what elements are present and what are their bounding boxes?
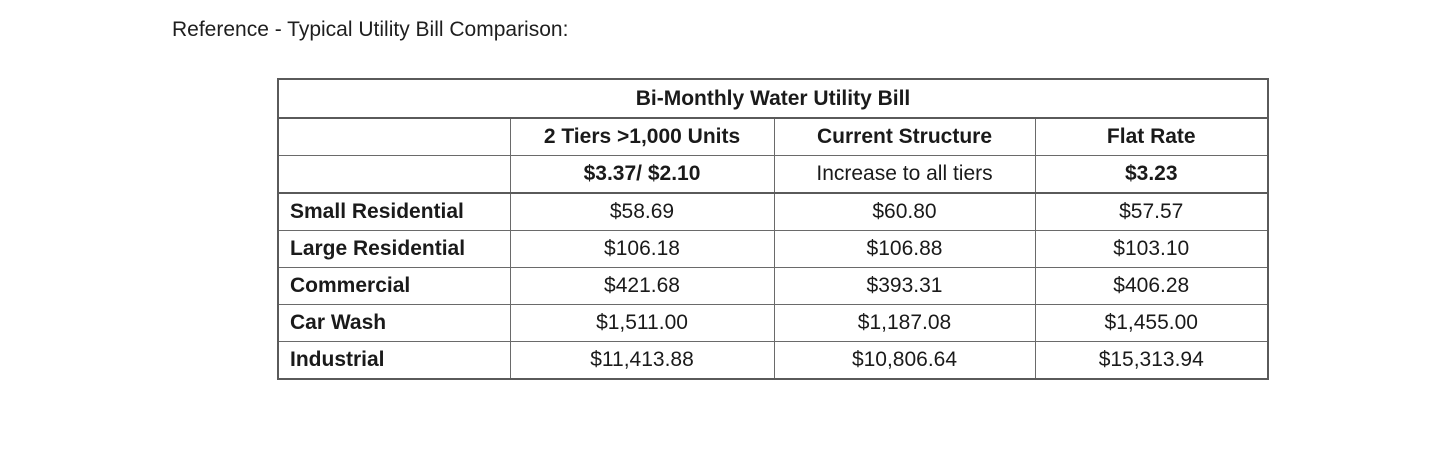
table-cell: $60.80 — [773, 192, 1036, 231]
table-cell: $11,413.88 — [509, 341, 775, 380]
table-cell: $58.69 — [509, 192, 775, 231]
page-title: Reference - Typical Utility Bill Compari… — [172, 18, 569, 41]
table-row: Car Wash $1,511.00 $1,187.08 $1,455.00 — [277, 304, 1269, 342]
table-title-row: Bi-Monthly Water Utility Bill — [277, 78, 1269, 119]
rate-cell: $3.37/ $2.10 — [509, 155, 775, 194]
table-cell: $1,511.00 — [509, 304, 775, 342]
table-cell: $421.68 — [509, 267, 775, 305]
table-row: Large Residential $106.18 $106.88 $103.1… — [277, 230, 1269, 268]
column-header: 2 Tiers >1,000 Units — [509, 117, 775, 156]
table-title: Bi-Monthly Water Utility Bill — [277, 78, 1269, 119]
table-cell: $10,806.64 — [773, 341, 1036, 380]
table-cell: $106.88 — [773, 230, 1036, 268]
table-cell: $393.31 — [773, 267, 1036, 305]
table-cell: $1,455.00 — [1034, 304, 1269, 342]
empty-header-cell — [277, 117, 511, 156]
rate-row: $3.37/ $2.10 Increase to all tiers $3.23 — [277, 155, 1269, 194]
row-label: Small Residential — [277, 192, 511, 231]
row-label: Large Residential — [277, 230, 511, 268]
table-cell: $15,313.94 — [1034, 341, 1269, 380]
table-row: Commercial $421.68 $393.31 $406.28 — [277, 267, 1269, 305]
column-header: Current Structure — [773, 117, 1036, 156]
rate-cell: $3.23 — [1034, 155, 1269, 194]
table-cell: $57.57 — [1034, 192, 1269, 231]
row-label: Commercial — [277, 267, 511, 305]
column-header: Flat Rate — [1034, 117, 1269, 156]
utility-bill-table: Bi-Monthly Water Utility Bill 2 Tiers >1… — [277, 78, 1269, 380]
row-label: Car Wash — [277, 304, 511, 342]
row-label: Industrial — [277, 341, 511, 380]
empty-rate-cell — [277, 155, 511, 194]
rate-cell: Increase to all tiers — [773, 155, 1036, 194]
table-cell: $1,187.08 — [773, 304, 1036, 342]
table-cell: $406.28 — [1034, 267, 1269, 305]
table-row: Industrial $11,413.88 $10,806.64 $15,313… — [277, 341, 1269, 380]
column-header-row: 2 Tiers >1,000 Units Current Structure F… — [277, 117, 1269, 156]
table-cell: $106.18 — [509, 230, 775, 268]
table-row: Small Residential $58.69 $60.80 $57.57 — [277, 192, 1269, 231]
table-cell: $103.10 — [1034, 230, 1269, 268]
